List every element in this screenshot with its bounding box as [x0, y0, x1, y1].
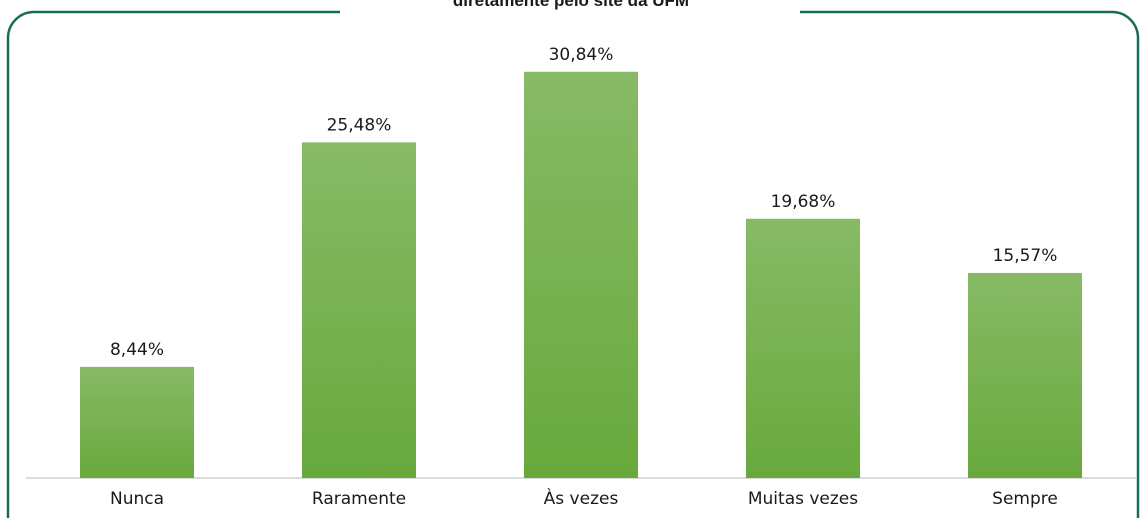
bar: [746, 218, 860, 478]
x-tick-label: Nunca: [110, 489, 164, 509]
title-backdrop: [340, 0, 800, 14]
bar: [302, 142, 416, 478]
x-tick-label: Muitas vezes: [748, 489, 858, 509]
bar: [968, 272, 1082, 478]
bar: [80, 366, 194, 478]
data-label: 15,57%: [993, 246, 1058, 266]
x-tick-label: Às vezes: [544, 487, 619, 509]
data-label: 25,48%: [327, 115, 392, 135]
data-label: 8,44%: [110, 340, 164, 360]
x-tick-label: Raramente: [312, 489, 406, 509]
x-tick-label: Sempre: [992, 489, 1058, 509]
data-label: 30,84%: [549, 45, 614, 65]
chart-title: diretamente pelo site da UFM: [453, 0, 689, 10]
data-label: 19,68%: [771, 192, 836, 212]
bar: [524, 71, 638, 478]
